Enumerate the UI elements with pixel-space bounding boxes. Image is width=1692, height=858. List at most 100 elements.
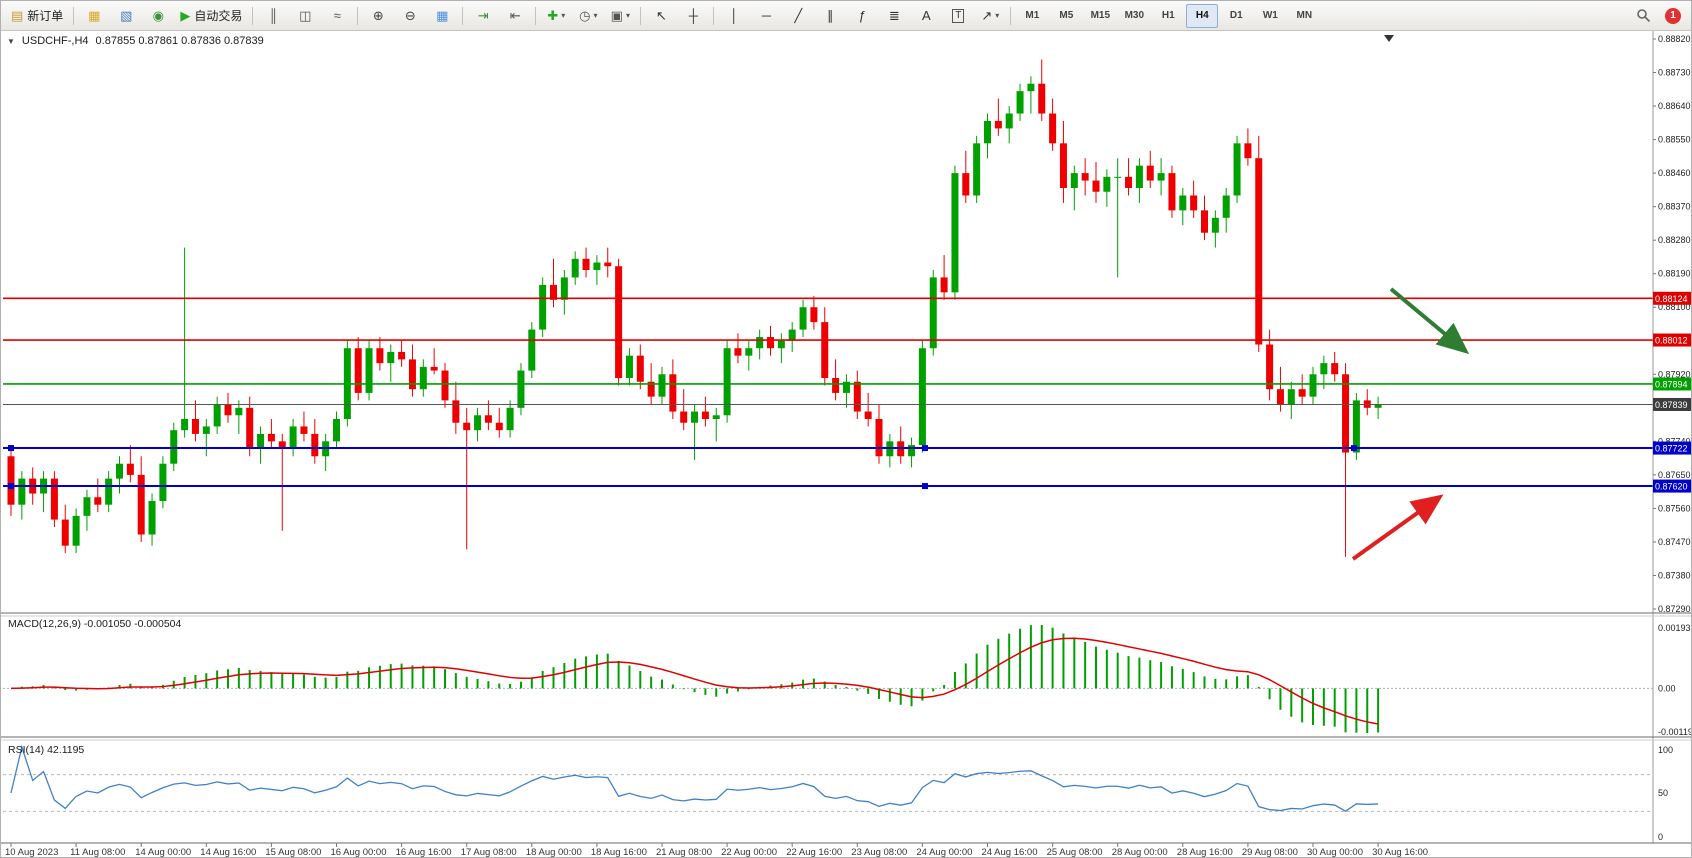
caret-down-icon: ▾ — [561, 11, 566, 20]
time-axis-label: 18 Aug 00:00 — [526, 847, 582, 858]
chart-shift-marker[interactable] — [1384, 35, 1394, 42]
text-button[interactable]: A — [911, 4, 941, 28]
text-label-button[interactable]: T — [943, 4, 973, 28]
candle-body — [495, 422, 503, 431]
timeframe-m1-button[interactable]: M1 — [1025, 10, 1040, 21]
candle-body — [365, 348, 373, 393]
candle-body — [1287, 389, 1295, 405]
candle-body — [441, 370, 449, 401]
new-chart-icon[interactable]: ▦ — [79, 4, 109, 28]
candle-body — [680, 411, 688, 423]
candle-body — [1168, 173, 1176, 211]
candle-body — [159, 463, 167, 501]
support-line-blue-1-handle[interactable] — [1351, 445, 1357, 452]
candle-body — [777, 340, 785, 349]
price-axis-label: 0.88280 — [1658, 235, 1691, 245]
timeframe-mn-button[interactable]: MN — [1296, 10, 1313, 21]
candlestick-chart-button[interactable]: ◫ — [290, 4, 320, 28]
candle-body — [864, 411, 872, 419]
support-line-blue-2-handle[interactable] — [922, 483, 928, 490]
support-line-blue-1-handle[interactable] — [8, 445, 14, 452]
periods-button[interactable]: ◷ ▾ — [573, 4, 603, 28]
templates-button[interactable]: ▣ ▾ — [605, 4, 635, 28]
candle-body — [50, 478, 58, 520]
candle-body — [1374, 404, 1382, 408]
candle-body — [61, 519, 69, 546]
tile-windows-button[interactable]: ▦ — [427, 4, 457, 28]
arrows-button[interactable]: ↗ ▾ — [975, 4, 1005, 28]
timeframe-m30-button[interactable]: M30 — [1124, 10, 1145, 21]
candle-body — [7, 456, 15, 505]
time-axis-label: 15 Aug 08:00 — [265, 847, 321, 858]
auto-scroll-button[interactable]: ⇥ — [468, 4, 498, 28]
periods-icon: ◷ — [579, 8, 591, 23]
fibonacci-button[interactable]: ƒ — [847, 4, 877, 28]
candle-body — [1157, 173, 1165, 181]
trendline-button[interactable]: ╱ — [783, 4, 813, 28]
red-up-arrow-object[interactable] — [1351, 494, 1444, 561]
zoom-in-button[interactable]: ⊕ — [363, 4, 393, 28]
candle-body — [853, 381, 861, 412]
crosshair-button[interactable]: ┼ — [678, 4, 708, 28]
candle-body — [1266, 344, 1274, 390]
line-chart-button[interactable]: ≈ — [322, 4, 352, 28]
indicators-button[interactable]: ✚ ▾ — [541, 4, 571, 28]
price-axis-label: 0.87470 — [1658, 537, 1691, 547]
toolbar-separator — [535, 6, 537, 25]
timeframe-m15-button[interactable]: M15 — [1090, 10, 1111, 21]
notification-badge[interactable]: 1 — [1665, 7, 1681, 24]
price-axis-label: 0.87740 — [1658, 436, 1691, 446]
candles-layer — [7, 59, 1382, 557]
arrows-icon: ↗ — [981, 8, 993, 23]
candle-body — [1298, 389, 1306, 397]
candle-body — [1038, 83, 1046, 114]
horizontal-line-button[interactable]: ─ — [751, 4, 781, 28]
channel-icon: ∥ — [827, 8, 834, 23]
timeframe-h4-button[interactable]: H4 — [1186, 3, 1219, 28]
timeframe-h1-button[interactable]: H1 — [1161, 10, 1175, 21]
channel-button[interactable]: ∥ — [815, 4, 845, 28]
cycle-lines-button[interactable]: ≣ — [879, 4, 909, 28]
support-line-blue-2-badge — [1653, 479, 1691, 493]
market-watch-icon[interactable]: ◉ — [143, 4, 173, 28]
support-line-blue-1-handle[interactable] — [922, 445, 928, 452]
candle-body — [148, 500, 156, 535]
search-button[interactable] — [1628, 4, 1658, 28]
candle-body — [278, 441, 286, 449]
timeframe-w1-button[interactable]: W1 — [1262, 10, 1278, 21]
candle-body — [257, 433, 265, 449]
time-axis-label: 29 Aug 08:00 — [1242, 847, 1298, 858]
timeframe-d1-button[interactable]: D1 — [1229, 10, 1243, 21]
vertical-line-button[interactable]: │ — [719, 4, 749, 28]
candle-body — [550, 284, 557, 300]
candle-body — [408, 359, 416, 390]
candle-body — [1059, 143, 1067, 189]
autotrading-button[interactable]: ▶ 自动交易 — [175, 4, 247, 28]
caret-down-icon: ▾ — [995, 11, 1000, 20]
bar-chart-button[interactable]: ║ — [258, 4, 288, 28]
candle-body — [582, 258, 590, 270]
candle-body — [126, 463, 134, 475]
candle-body — [767, 337, 774, 349]
time-axis-label: 30 Aug 16:00 — [1372, 847, 1428, 858]
text-icon: A — [921, 8, 931, 23]
autotrading-button-label: 自动交易 — [194, 9, 243, 23]
zoom-out-button[interactable]: ⊖ — [395, 4, 425, 28]
price-chart[interactable]: 0.88820 0.88730 0.88640 0.88550 0.88460 0.883… — [1, 31, 1692, 858]
chart-shift-button[interactable]: ⇤ — [500, 4, 530, 28]
candle-body — [311, 433, 319, 457]
candle-body — [593, 262, 601, 270]
profiles-icon[interactable]: ▧ — [111, 4, 141, 28]
new-order-button[interactable]: ▤ 新订单 — [6, 4, 68, 28]
timeframe-m5-button[interactable]: M5 — [1059, 10, 1074, 21]
support-line-blue-2-handle[interactable] — [8, 483, 14, 490]
market-watch-icon-icon: ◉ — [152, 8, 164, 23]
cursor-button[interactable]: ↖ — [646, 4, 676, 28]
candle-body — [300, 426, 308, 434]
candle-body — [18, 478, 26, 505]
green-down-arrow-object[interactable] — [1389, 287, 1470, 355]
candle-body — [1103, 176, 1111, 192]
candle-body — [506, 407, 514, 431]
candle-body — [1081, 173, 1089, 181]
